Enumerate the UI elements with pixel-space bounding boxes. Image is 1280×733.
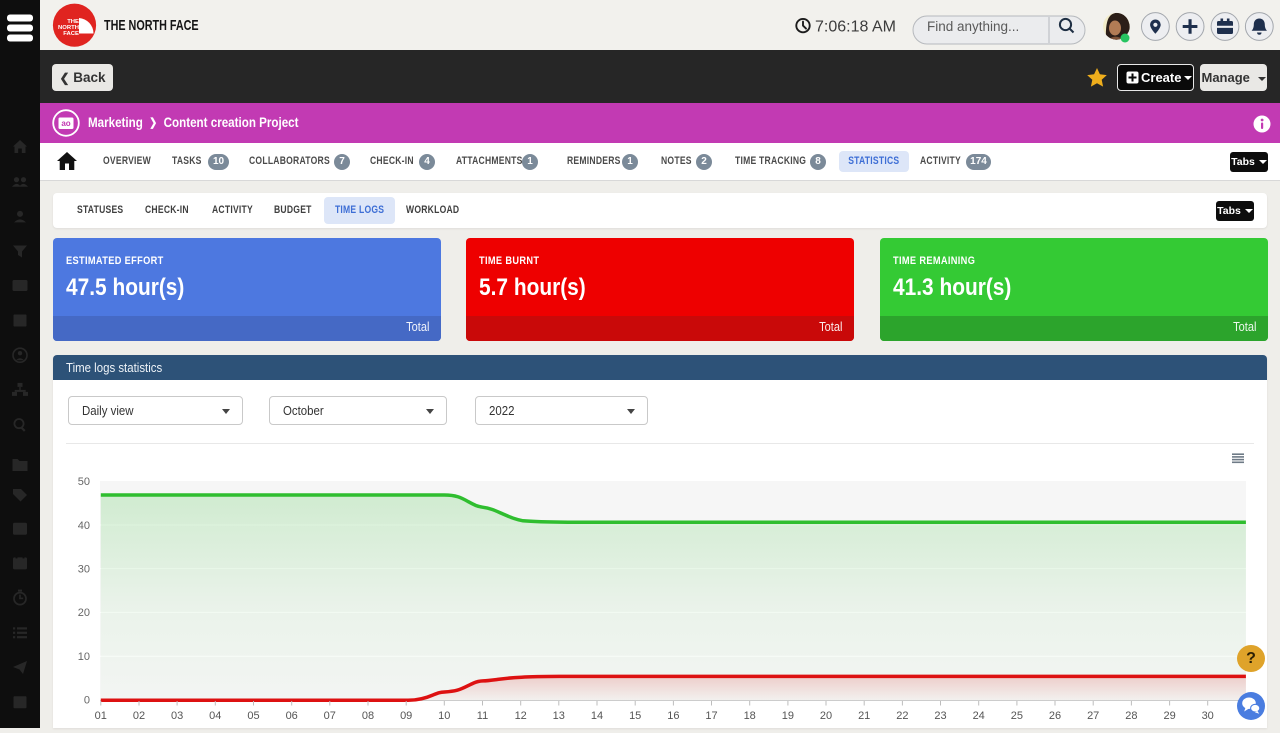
svg-text:08: 08 bbox=[362, 710, 374, 722]
svg-text:19: 19 bbox=[782, 710, 794, 722]
svg-text:20: 20 bbox=[820, 710, 832, 722]
svg-text:09: 09 bbox=[400, 710, 412, 722]
svg-text:14: 14 bbox=[591, 710, 603, 722]
svg-text:26: 26 bbox=[1049, 710, 1061, 722]
svg-text:30: 30 bbox=[1202, 710, 1214, 722]
svg-text:01: 01 bbox=[95, 710, 107, 722]
svg-text:ao: ao bbox=[61, 119, 70, 128]
svg-text:18: 18 bbox=[744, 710, 756, 722]
svg-text:15: 15 bbox=[629, 710, 641, 722]
svg-text:40: 40 bbox=[78, 520, 90, 532]
svg-text:07: 07 bbox=[324, 710, 336, 722]
svg-text:50: 50 bbox=[78, 476, 90, 488]
svg-text:THE NORTH FACE: THE NORTH FACE bbox=[104, 16, 199, 33]
svg-text:25: 25 bbox=[1011, 710, 1023, 722]
svg-text:28: 28 bbox=[1125, 710, 1137, 722]
svg-text:05: 05 bbox=[247, 710, 259, 722]
svg-text:23: 23 bbox=[934, 710, 946, 722]
svg-text:NORTH: NORTH bbox=[58, 25, 79, 31]
svg-text:17: 17 bbox=[705, 710, 717, 722]
svg-text:30: 30 bbox=[78, 563, 90, 575]
svg-text:7:06:18 AM: 7:06:18 AM bbox=[815, 19, 896, 36]
svg-text:0: 0 bbox=[84, 695, 90, 707]
svg-text:13: 13 bbox=[553, 710, 565, 722]
svg-text:10: 10 bbox=[78, 651, 90, 663]
svg-text:06: 06 bbox=[286, 710, 298, 722]
svg-text:21: 21 bbox=[858, 710, 870, 722]
svg-text:24: 24 bbox=[973, 710, 985, 722]
svg-text:03: 03 bbox=[171, 710, 183, 722]
svg-text:04: 04 bbox=[209, 710, 221, 722]
svg-text:29: 29 bbox=[1163, 710, 1175, 722]
svg-text:02: 02 bbox=[133, 710, 145, 722]
svg-text:FACE: FACE bbox=[63, 31, 79, 37]
svg-text:22: 22 bbox=[896, 710, 908, 722]
svg-text:16: 16 bbox=[667, 710, 679, 722]
svg-text:27: 27 bbox=[1087, 710, 1099, 722]
svg-text:11: 11 bbox=[477, 710, 488, 722]
svg-text:10: 10 bbox=[438, 710, 450, 722]
svg-text:THE: THE bbox=[67, 19, 79, 25]
svg-text:20: 20 bbox=[78, 607, 90, 619]
svg-text:Find anything...: Find anything... bbox=[927, 19, 1019, 34]
svg-text:12: 12 bbox=[515, 710, 527, 722]
